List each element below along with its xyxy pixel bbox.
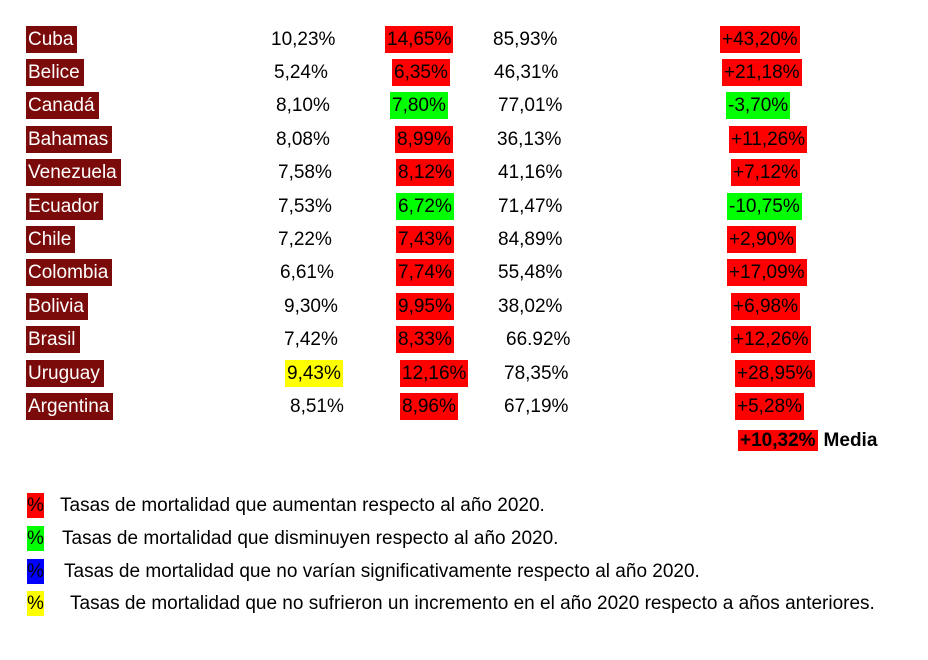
rate-value: 8,10% xyxy=(276,95,330,116)
table-row: Brasil 7,42% 8,33% 66.92% +12,26% xyxy=(0,326,928,353)
rate-2021-value: 9,95% xyxy=(396,293,454,320)
table-row: Colombia 6,61% 7,74% 55,48% +17,09% xyxy=(0,259,928,286)
percent-value: 66.92% xyxy=(506,329,571,350)
legend-item-decrease: % Tasas de mortalidad que disminuyen resp… xyxy=(27,522,907,555)
variation-value: +11,26% xyxy=(729,126,808,153)
percent-value: 46,31% xyxy=(494,62,559,83)
percent-value: 38,02% xyxy=(498,296,563,317)
variation-value: -3,70% xyxy=(726,92,791,119)
rate-value: 10,23% xyxy=(271,29,336,50)
country-cell: Canadá xyxy=(26,92,99,119)
blue-swatch-icon: % xyxy=(27,559,44,585)
rate-value: 7,53% xyxy=(278,196,332,217)
country-cell: Cuba xyxy=(26,26,78,53)
variation-value: +17,09% xyxy=(727,259,807,286)
table-row: Cuba 10,23% 14,65% 85,93% +43,20% xyxy=(0,26,928,53)
media-summary: +10,32% Media xyxy=(738,427,877,454)
rate-value: 7,58% xyxy=(278,162,332,183)
rate-2021-value: 8,12% xyxy=(396,159,454,186)
percent-value: 67,19% xyxy=(504,396,569,417)
rate-2021-value: 12,16% xyxy=(400,360,469,387)
percent-value: 41,16% xyxy=(498,162,563,183)
rate-value: 5,24% xyxy=(274,62,328,83)
table-row: Bahamas 8,08% 8,99% 36,13% +11,26% xyxy=(0,126,928,153)
percent-value: 36,13% xyxy=(497,129,562,150)
country-cell: Bahamas xyxy=(26,126,113,153)
legend-item-no-change: % Tasas de mortalidad que no varían signi… xyxy=(27,555,907,588)
country-cell: Argentina xyxy=(26,393,114,420)
legend-item-increase: % Tasas de mortalidad que aumentan respec… xyxy=(27,489,907,522)
legend-text-no-change: Tasas de mortalidad que no varían signif… xyxy=(64,561,700,582)
table-row: Ecuador 7,53% 6,72% 71,47% -10,75% xyxy=(0,193,928,220)
rate-2021-value: 8,99% xyxy=(395,126,453,153)
rate-value: 8,51% xyxy=(290,396,344,417)
percent-value: 71,47% xyxy=(498,196,563,217)
red-swatch-icon: % xyxy=(27,493,44,519)
table-row: Belice 5,24% 6,35% 46,31% +21,18% xyxy=(0,59,928,86)
table-row: Uruguay 9,43% 12,16% 78,35% +28,95% xyxy=(0,360,928,387)
rate-value: 6,61% xyxy=(280,262,334,283)
legend: % Tasas de mortalidad que aumentan respec… xyxy=(27,489,907,621)
variation-value: +2,90% xyxy=(727,226,796,253)
country-cell: Ecuador xyxy=(26,193,103,220)
rate-2021-value: 6,72% xyxy=(396,193,454,220)
legend-text-increase: Tasas de mortalidad que aumentan respect… xyxy=(60,495,545,516)
percent-value: 78,35% xyxy=(504,363,569,384)
rate-2021-value: 6,35% xyxy=(392,59,450,86)
yellow-swatch-icon: % xyxy=(27,591,44,617)
rate-2021-value: 8,33% xyxy=(396,326,454,353)
rate-2021-value: 7,43% xyxy=(396,226,454,253)
table-row: Canadá 8,10% 7,80% 77,01% -3,70% xyxy=(0,92,928,119)
table-row: Bolivia 9,30% 9,95% 38,02% +6,98% xyxy=(0,293,928,320)
legend-text-no-increase-prior: Tasas de mortalidad que no sufrieron un … xyxy=(70,593,875,614)
table-row: Venezuela 7,58% 8,12% 41,16% +7,12% xyxy=(0,159,928,186)
percent-value: 85,93% xyxy=(493,29,558,50)
variation-value: +6,98% xyxy=(731,293,800,320)
variation-value: +5,28% xyxy=(735,393,804,420)
rate-value: 7,42% xyxy=(284,329,338,350)
variation-value: +21,18% xyxy=(722,59,802,86)
percent-value: 55,48% xyxy=(498,262,563,283)
country-cell: Brasil xyxy=(26,326,80,353)
variation-value: +12,26% xyxy=(731,326,811,353)
country-cell: Bolivia xyxy=(26,293,88,320)
variation-value: -10,75% xyxy=(727,193,802,220)
variation-value: +43,20% xyxy=(720,26,800,53)
rate-2021-value: 8,96% xyxy=(400,393,458,420)
percent-value: 77,01% xyxy=(498,95,563,116)
media-label: Media xyxy=(823,430,878,451)
table-row: Argentina 8,51% 8,96% 67,19% +5,28% xyxy=(0,393,928,420)
table-row: Chile 7,22% 7,43% 84,89% +2,90% xyxy=(0,226,928,253)
legend-item-no-increase-prior: % Tasas de mortalidad que no sufrieron un… xyxy=(27,588,907,621)
rate-2021-value: 14,65% xyxy=(385,26,454,53)
country-cell: Colombia xyxy=(26,259,113,286)
country-cell: Chile xyxy=(26,226,76,253)
green-swatch-icon: % xyxy=(27,526,44,552)
variation-value: +28,95% xyxy=(735,360,815,387)
rate-value: 9,43% xyxy=(285,360,343,387)
legend-text-decrease: Tasas de mortalidad que disminuyen respe… xyxy=(62,528,559,549)
percent-value: 84,89% xyxy=(498,229,563,250)
country-cell: Uruguay xyxy=(26,360,104,387)
rate-2021-value: 7,74% xyxy=(396,259,454,286)
variation-value: +7,12% xyxy=(731,159,800,186)
rate-value: 7,22% xyxy=(278,229,332,250)
media-value: +10,32% xyxy=(738,430,818,451)
country-cell: Venezuela xyxy=(26,159,121,186)
country-cell: Belice xyxy=(26,59,84,86)
rate-value: 8,08% xyxy=(276,129,330,150)
rate-2021-value: 7,80% xyxy=(390,92,448,119)
rate-value: 9,30% xyxy=(284,296,338,317)
